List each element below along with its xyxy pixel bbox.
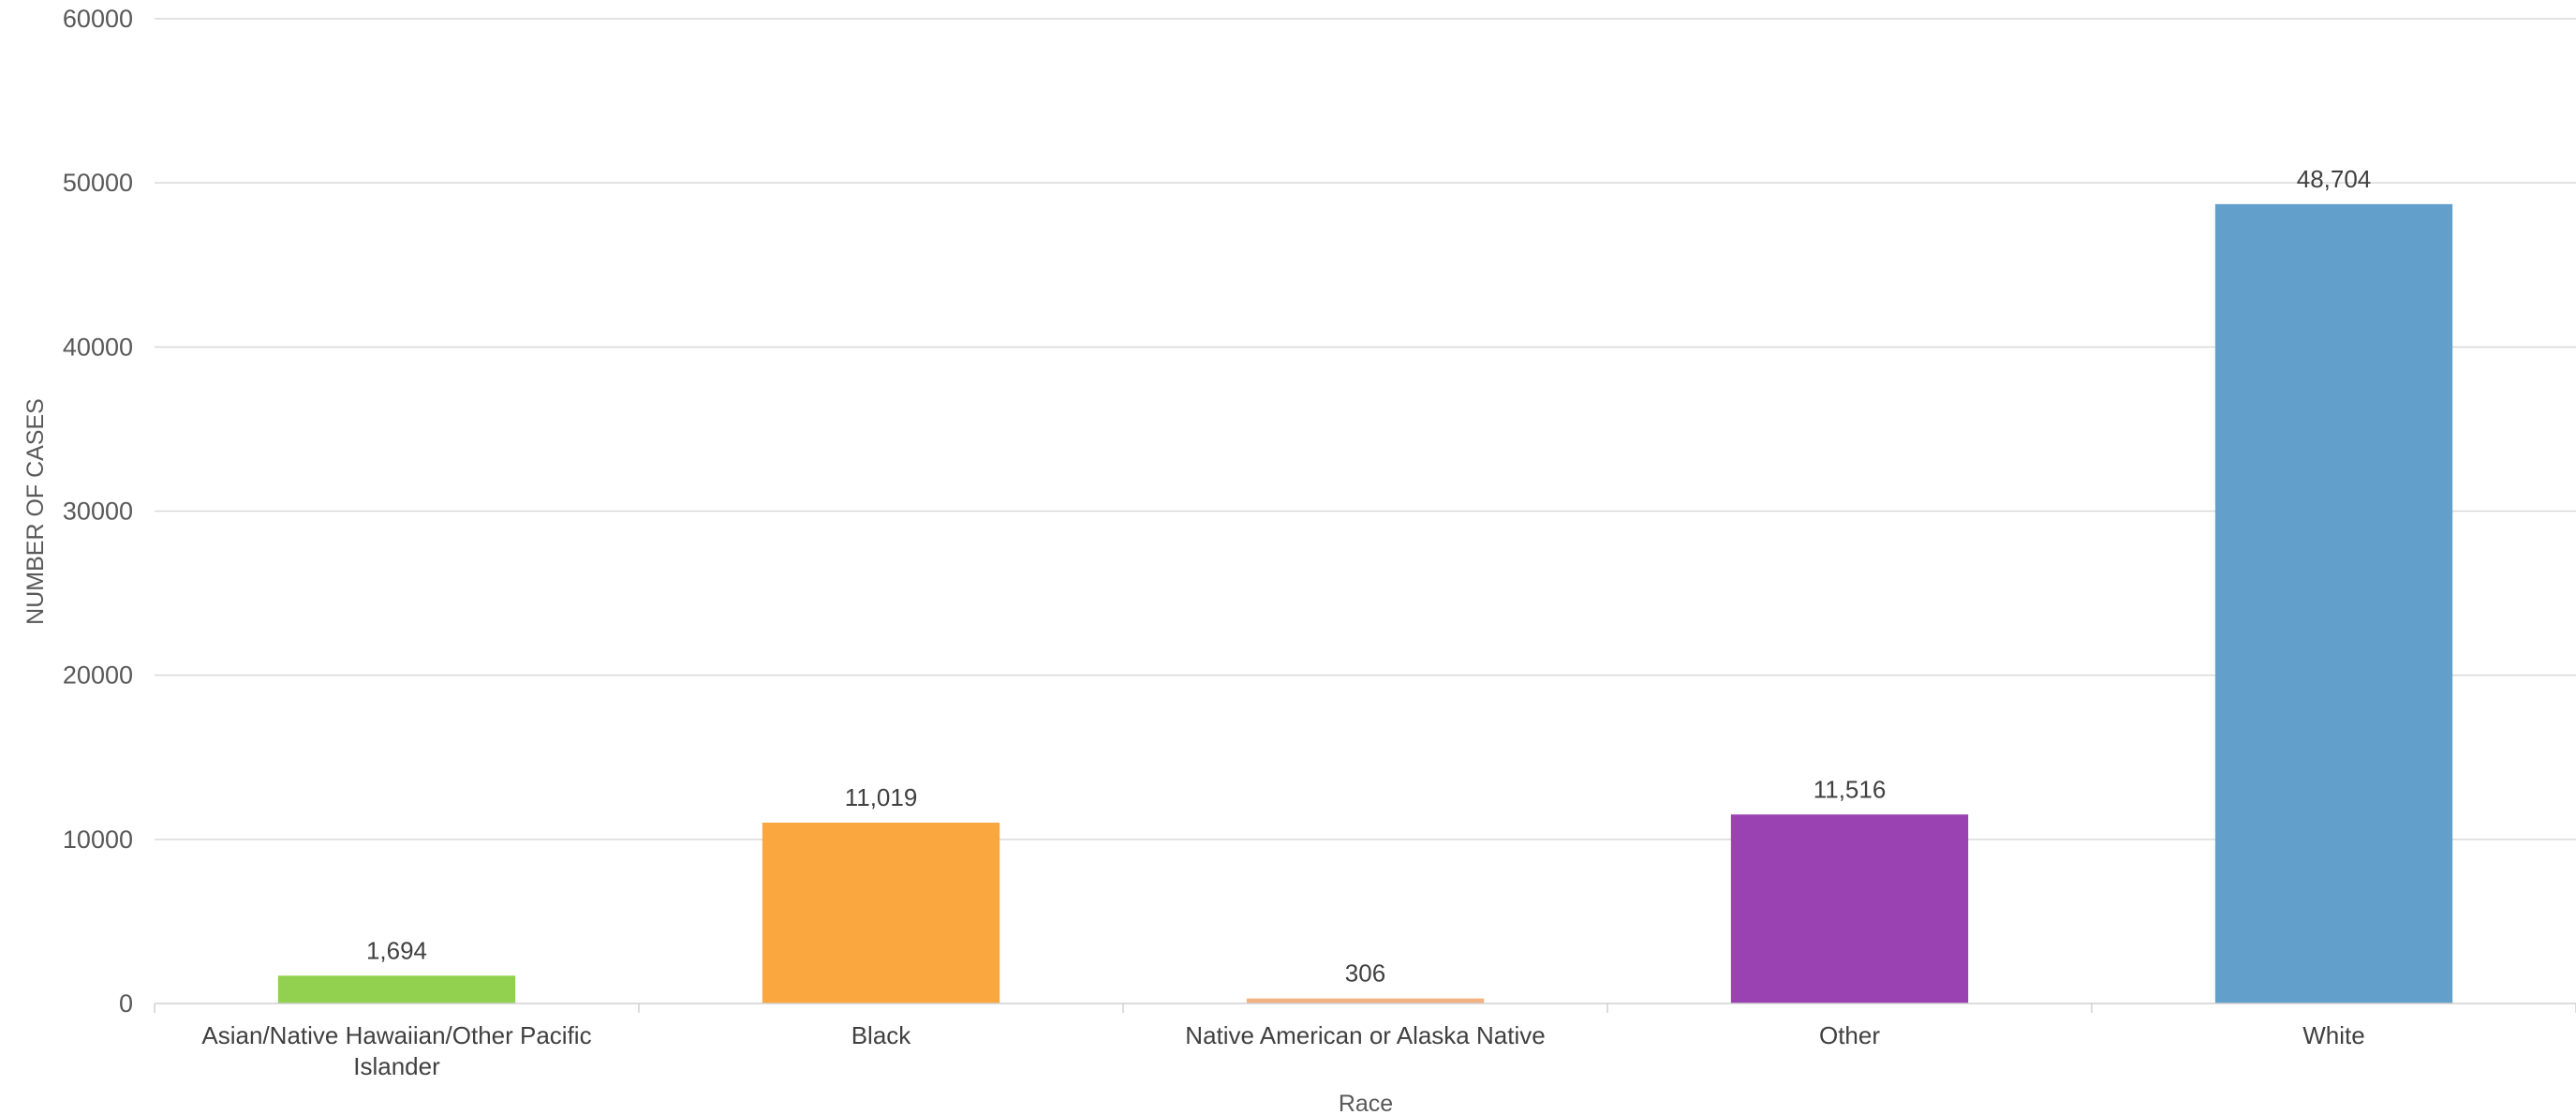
y-tick-label: 40000 <box>63 333 133 361</box>
x-tick-label: Islander <box>353 1052 440 1080</box>
bar <box>277 975 516 1004</box>
x-axis-title: Race <box>1339 1091 1393 1115</box>
bar <box>1246 998 1485 1004</box>
x-tick-label: Native American or Alaska Native <box>1185 1021 1545 1049</box>
bar <box>2214 203 2453 1004</box>
data-label: 11,019 <box>845 783 918 811</box>
bar <box>1730 814 1969 1004</box>
x-tick-label: Asian/Native Hawaiian/Other Pacific <box>201 1021 591 1049</box>
bar <box>762 822 1000 1004</box>
bars <box>277 203 2453 1004</box>
y-axis-title: NUMBER OF CASES <box>22 398 49 625</box>
y-tick-label: 30000 <box>63 498 133 526</box>
x-tick-label: Black <box>851 1021 912 1049</box>
y-tick-label: 0 <box>119 989 133 1018</box>
data-label: 1,694 <box>366 936 427 964</box>
gridlines <box>155 18 2576 840</box>
x-tick-label: Other <box>1819 1021 1880 1049</box>
data-label: 306 <box>1345 959 1385 988</box>
y-axis-ticks: 0 10000 20000 30000 40000 50000 60000 <box>63 5 133 1018</box>
data-label: 48,704 <box>2297 165 2372 193</box>
y-tick-label: 50000 <box>63 169 133 197</box>
data-label: 11,516 <box>1814 775 1887 803</box>
x-tick-label: White <box>2302 1021 2364 1049</box>
y-tick-label: 10000 <box>63 825 133 854</box>
x-axis: Asian/Native Hawaiian/Other Pacific Islan… <box>154 1003 2576 1080</box>
y-tick-label: 20000 <box>63 662 133 690</box>
y-tick-label: 60000 <box>63 5 133 33</box>
data-labels: 1,694 11,019 306 11,516 48,704 <box>366 165 2371 988</box>
